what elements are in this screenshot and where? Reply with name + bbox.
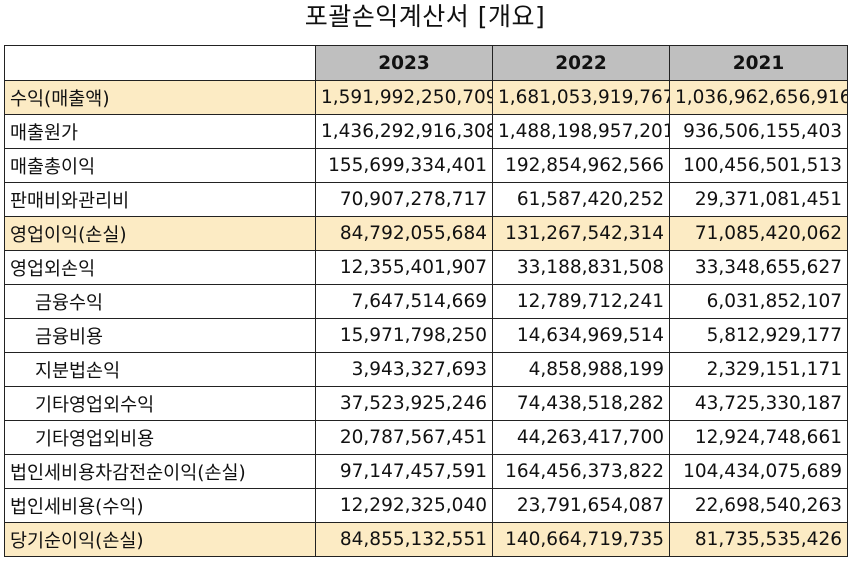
value-cell-2021: 104,434,075,689	[669, 454, 848, 489]
page-title: 포괄손익계산서 [개요]	[304, 2, 546, 31]
table-row: 판매비와관리비 70,907,278,717 61,587,420,252 29,37…	[4, 182, 848, 217]
value-cell-2022: 23,791,654,087	[492, 488, 670, 523]
header-year-2021: 2021	[669, 45, 848, 81]
value-cell-2022: 1,488,198,957,201	[492, 114, 670, 149]
row-label: 법인세비용(수익)	[4, 488, 316, 523]
table-row: 금융비용 15,971,798,250 14,634,969,514 5,812,92…	[4, 318, 848, 353]
value-cell-2021: 33,348,655,627	[669, 250, 848, 285]
value-cell-2023: 20,787,567,451	[315, 420, 493, 455]
table-row: 법인세비용(수익) 12,292,325,040 23,791,654,087 22,…	[4, 488, 848, 523]
value-cell-2022: 1,681,053,919,767	[492, 80, 670, 115]
value-cell-2023: 12,292,325,040	[315, 488, 493, 523]
value-cell-2023: 15,971,798,250	[315, 318, 493, 353]
value-cell-2023: 37,523,925,246	[315, 386, 493, 421]
value-cell-2023: 97,147,457,591	[315, 454, 493, 489]
value-cell-2021: 2,329,151,171	[669, 352, 848, 387]
value-cell-2022: 164,456,373,822	[492, 454, 670, 489]
table-row: 금융수익 7,647,514,669 12,789,712,241 6,031,852…	[4, 284, 848, 319]
value-cell-2023: 84,792,055,684	[315, 216, 493, 251]
header-row: 2023 2022 2021	[4, 45, 848, 81]
value-cell-2021: 81,735,535,426	[669, 522, 848, 557]
header-year-2022: 2022	[492, 45, 670, 81]
table-row: 기타영업외수익 37,523,925,246 74,438,518,282 43,72…	[4, 386, 848, 421]
value-cell-2021: 100,456,501,513	[669, 148, 848, 183]
table-row: 매출총이익 155,699,334,401 192,854,962,566 100,4…	[4, 148, 848, 183]
table-row: 지분법손익 3,943,327,693 4,858,988,199 2,329,151…	[4, 352, 848, 387]
value-cell-2023: 1,436,292,916,308	[315, 114, 493, 149]
table-row: 영업이익(손실) 84,792,055,684 131,267,542,314 71,…	[4, 216, 848, 251]
value-cell-2022: 61,587,420,252	[492, 182, 670, 217]
table-row: 당기순이익(손실) 84,855,132,551 140,664,719,735 81…	[4, 522, 848, 557]
table-row: 기타영업외비용 20,787,567,451 44,263,417,700 12,92…	[4, 420, 848, 455]
value-cell-2022: 33,188,831,508	[492, 250, 670, 285]
table-row: 영업외손익 12,355,401,907 33,188,831,508 33,348,…	[4, 250, 848, 285]
header-year-2023: 2023	[315, 45, 493, 81]
value-cell-2023: 70,907,278,717	[315, 182, 493, 217]
value-cell-2023: 3,943,327,693	[315, 352, 493, 387]
row-label: 매출총이익	[4, 148, 316, 183]
value-cell-2021: 12,924,748,661	[669, 420, 848, 455]
value-cell-2021: 43,725,330,187	[669, 386, 848, 421]
row-label: 영업외손익	[4, 250, 316, 285]
row-label: 매출원가	[4, 114, 316, 149]
row-label: 수익(매출액)	[4, 80, 316, 115]
row-label: 금융수익	[4, 284, 316, 319]
table-body: 수익(매출액) 1,591,992,250,709 1,681,053,919,76…	[4, 80, 848, 557]
value-cell-2023: 12,355,401,907	[315, 250, 493, 285]
value-cell-2022: 131,267,542,314	[492, 216, 670, 251]
table-row: 수익(매출액) 1,591,992,250,709 1,681,053,919,76…	[4, 80, 848, 115]
row-label: 지분법손익	[4, 352, 316, 387]
value-cell-2023: 84,855,132,551	[315, 522, 493, 557]
table-row: 매출원가 1,436,292,916,308 1,488,198,957,201 93…	[4, 114, 848, 149]
value-cell-2023: 1,591,992,250,709	[315, 80, 493, 115]
row-label: 당기순이익(손실)	[4, 522, 316, 557]
value-cell-2021: 29,371,081,451	[669, 182, 848, 217]
row-label: 판매비와관리비	[4, 182, 316, 217]
value-cell-2022: 74,438,518,282	[492, 386, 670, 421]
row-label: 금융비용	[4, 318, 316, 353]
value-cell-2022: 12,789,712,241	[492, 284, 670, 319]
value-cell-2023: 7,647,514,669	[315, 284, 493, 319]
value-cell-2021: 71,085,420,062	[669, 216, 848, 251]
value-cell-2022: 192,854,962,566	[492, 148, 670, 183]
row-label: 기타영업외비용	[4, 420, 316, 455]
row-label: 기타영업외수익	[4, 386, 316, 421]
value-cell-2023: 155,699,334,401	[315, 148, 493, 183]
value-cell-2022: 140,664,719,735	[492, 522, 670, 557]
value-cell-2022: 4,858,988,199	[492, 352, 670, 387]
value-cell-2022: 44,263,417,700	[492, 420, 670, 455]
row-label: 영업이익(손실)	[4, 216, 316, 251]
table-row: 법인세비용차감전순이익(손실) 97,147,457,591 164,456,373…	[4, 454, 848, 489]
value-cell-2021: 22,698,540,263	[669, 488, 848, 523]
header-blank-cell	[4, 45, 316, 81]
value-cell-2021: 936,506,155,403	[669, 114, 848, 149]
row-label: 법인세비용차감전순이익(손실)	[4, 454, 316, 489]
value-cell-2021: 1,036,962,656,916	[669, 80, 848, 115]
value-cell-2021: 6,031,852,107	[669, 284, 848, 319]
income-statement-table: 2023 2022 2021 수익(매출액) 1,591,992,250,709 1…	[4, 45, 848, 557]
value-cell-2022: 14,634,969,514	[492, 318, 670, 353]
value-cell-2021: 5,812,929,177	[669, 318, 848, 353]
